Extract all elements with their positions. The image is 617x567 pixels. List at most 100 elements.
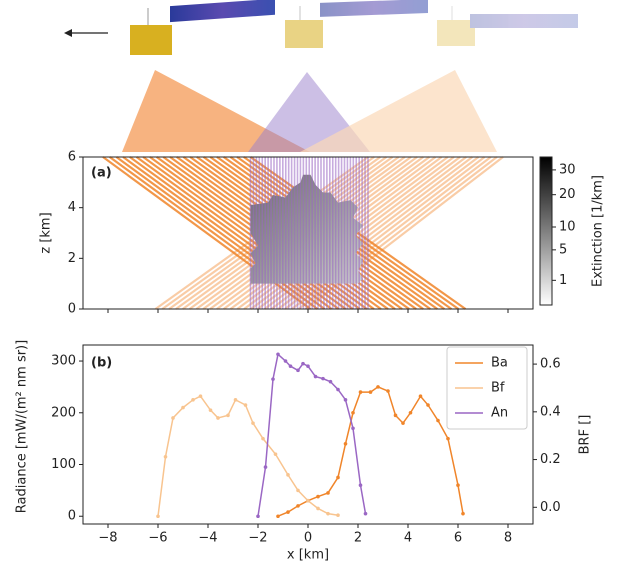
point [343, 398, 348, 402]
point [301, 361, 305, 366]
flight-arrow-head [64, 29, 72, 37]
point [198, 394, 203, 399]
view-cone [122, 70, 310, 152]
point [251, 421, 255, 425]
series-line [157, 395, 339, 517]
satellite [285, 0, 428, 48]
colorbar [539, 156, 553, 306]
point [326, 511, 330, 516]
point [226, 413, 230, 418]
point [401, 421, 405, 425]
point [171, 416, 175, 420]
point [336, 475, 340, 480]
x-tick-label: 6 [454, 531, 462, 546]
point [256, 514, 260, 519]
panel-b: −8 −6 −4 −2 0 2 4 6 8 0 100 200 300 0.0 0.2 0.4 0.6 Ba Bf A… [15, 340, 593, 563]
point [216, 416, 220, 420]
point [386, 389, 390, 393]
x-tick-label: 8 [504, 531, 512, 546]
satellite [130, 0, 275, 55]
point [456, 483, 460, 487]
legend-label: Ba [491, 356, 508, 371]
x-tick-label: 0 [304, 531, 312, 546]
point [273, 452, 278, 456]
y-tick-label: 0 [68, 302, 76, 317]
y-tick-label: 4 [68, 200, 76, 215]
panel-label: (b) [91, 356, 112, 371]
x-tick-label: −2 [248, 531, 267, 546]
point [351, 426, 355, 431]
point [358, 483, 363, 487]
point [156, 514, 160, 519]
point [461, 511, 465, 516]
y2-tick-label: 0.0 [540, 500, 561, 515]
colorbar-tick-label: 30 [559, 162, 576, 177]
view-cone [300, 70, 497, 152]
y-tick-label: 100 [51, 457, 76, 472]
point [296, 504, 300, 508]
point [316, 506, 320, 511]
point [336, 387, 340, 392]
point [363, 511, 368, 516]
point [288, 364, 293, 369]
point [368, 390, 373, 394]
point [336, 513, 340, 518]
colorbar-tick-label: 10 [559, 219, 576, 234]
point [276, 514, 280, 519]
point [393, 413, 398, 418]
colorbar-tick-label: 1 [559, 273, 567, 288]
point [328, 379, 333, 384]
point [243, 403, 248, 407]
point [208, 408, 213, 412]
point [233, 398, 238, 402]
point [283, 359, 288, 363]
point [446, 436, 450, 441]
point [316, 494, 320, 499]
point [191, 398, 195, 402]
y2-tick-label: 0.4 [540, 404, 561, 419]
y-tick-label: 200 [51, 405, 76, 420]
colorbar-label: Extinction [1/km] [591, 175, 606, 287]
point [358, 390, 363, 394]
point [276, 352, 280, 357]
y-tick-label: 300 [51, 354, 76, 369]
y-axis-label: z [km] [39, 212, 54, 253]
point [271, 377, 275, 381]
point [418, 394, 423, 399]
point [313, 374, 318, 379]
point [436, 418, 440, 423]
panel-a: 0 2 4 6 (a) z [km] 1 5 10 20 30 Extinction [1/km] [39, 150, 606, 317]
y-tick-label: 0 [68, 509, 76, 524]
y2-tick-label: 0.6 [540, 357, 561, 372]
series-line [277, 386, 464, 517]
point [306, 498, 310, 503]
colorbar-tick-label: 5 [559, 242, 567, 257]
point [426, 403, 430, 407]
y2-tick-label: 0.2 [540, 452, 561, 467]
point [296, 368, 300, 373]
point [376, 385, 380, 389]
point [286, 473, 290, 477]
legend-box [446, 346, 528, 430]
point [181, 405, 185, 410]
legend-label: Bf [491, 381, 505, 396]
point [261, 436, 265, 441]
point [306, 364, 310, 369]
x-tick-label: −4 [198, 531, 217, 546]
x-axis-label: x [km] [287, 548, 329, 563]
point [163, 454, 168, 459]
panel-label: (a) [91, 166, 112, 181]
x-tick-label: 2 [354, 531, 362, 546]
legend-label: An [491, 406, 508, 421]
point [321, 376, 325, 381]
point [263, 465, 268, 469]
colorbar-tick-label: 20 [559, 187, 576, 202]
x-tick-label: −8 [98, 531, 117, 546]
x-tick-label: −6 [148, 531, 167, 546]
x-tick-label: 4 [404, 531, 412, 546]
point [351, 410, 355, 415]
point [408, 410, 413, 415]
y-tick-label: 2 [68, 251, 76, 266]
point [286, 510, 290, 514]
